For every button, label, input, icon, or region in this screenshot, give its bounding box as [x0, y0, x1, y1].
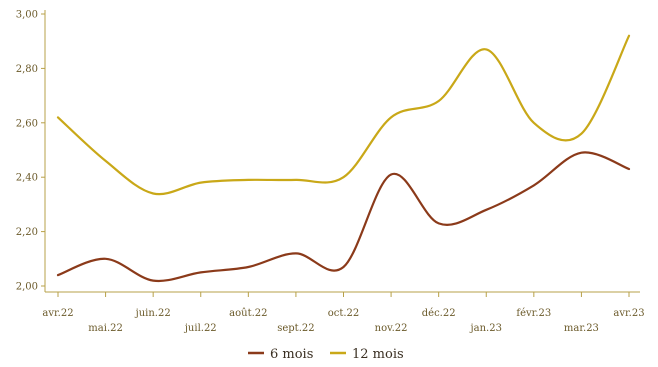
x-tick-label: avr.23: [613, 308, 644, 319]
x-axis-ticks: avr.22 mai.22 juin.22 juil.22 août.22 sept.22…: [42, 292, 645, 334]
x-tick-label: jan.23: [470, 323, 502, 334]
y-axis-ticks: 2,00 2,20 2,40 2,60 2,80 3,00: [16, 10, 45, 293]
legend-label-1: 6 mois: [270, 347, 313, 362]
x-tick-label: mai.22: [88, 323, 123, 334]
x-tick-label: oct.22: [328, 308, 360, 319]
x-tick-label: août.22: [229, 308, 267, 319]
x-tick-label: avr.22: [42, 308, 73, 319]
series-line-1: [56, 151, 631, 283]
legend-label-2: 12 mois: [352, 347, 404, 362]
x-tick-label: sept.22: [277, 323, 314, 334]
y-tick-label: 2,60: [16, 118, 38, 129]
series-lines: [56, 34, 631, 283]
x-tick-label: nov.22: [375, 323, 408, 334]
x-tick-label: mar.23: [564, 323, 599, 334]
y-tick-label: 2,20: [16, 227, 38, 238]
series-line-2: [56, 34, 631, 196]
x-tick-label: juil.22: [184, 323, 217, 334]
y-tick-label: 2,00: [16, 282, 38, 293]
x-tick-label: déc.22: [422, 308, 456, 319]
y-tick-label: 3,00: [16, 10, 38, 21]
x-tick-label: juin.22: [135, 308, 171, 319]
y-tick-label: 2,80: [16, 64, 38, 75]
legend: 6 mois 12 mois: [248, 347, 404, 362]
axes: [44, 10, 640, 293]
x-tick-label: févr.23: [516, 308, 551, 319]
y-tick-label: 2,40: [16, 173, 38, 184]
